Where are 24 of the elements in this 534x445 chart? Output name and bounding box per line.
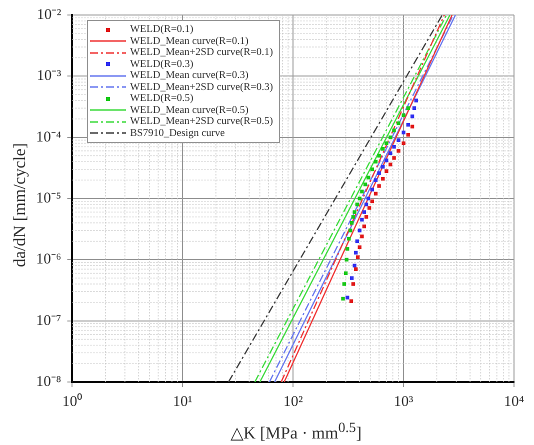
x-tick-label: 10² [283, 394, 304, 410]
legend-label: WELD_Mean+2SD curve(R=0.1) [130, 47, 274, 58]
legend-label: WELD(R=0.5) [130, 93, 194, 104]
y-tick-label: 10⁻⁷ [36, 312, 62, 329]
x-tick-label: 10⁰ [62, 392, 82, 410]
legend-label: WELD(R=0.3) [130, 58, 194, 70]
y-tick-label: 10⁻⁶ [36, 252, 62, 268]
legend-label: BS7910_Design curve [130, 128, 225, 139]
x-axis-title: △K [MPa · mm$^{0.5}$] [229, 420, 363, 444]
y-tick-label: 10⁻² [36, 6, 62, 23]
legend-label: WELD_Mean curve(R=0.5) [130, 104, 248, 116]
legend-label: WELD_Mean+2SD curve(R=0.3) [130, 82, 274, 93]
y-axis-title: da/dN [mm/cycle] [10, 142, 30, 270]
y-tick-label: 10⁻⁸ [36, 374, 62, 390]
x-tick-label: 10⁴ [504, 394, 524, 410]
legend-label: WELD_Mean curve(R=0.3) [130, 70, 248, 82]
x-tick-label: 10¹ [172, 394, 192, 410]
y-tick-label: 10⁻⁵ [36, 190, 62, 206]
y-tick-label: 10⁻³ [36, 68, 62, 84]
y-tick-label: 10⁻⁴ [36, 129, 62, 146]
legend-label: WELD_Mean+2SD curve(R=0.5) [130, 116, 274, 128]
legend-label: WELD_Mean curve(R=0.1) [130, 36, 248, 47]
legend-label: WELD(R=0.1) [130, 24, 194, 36]
x-tick-label: 10³ [394, 394, 414, 410]
